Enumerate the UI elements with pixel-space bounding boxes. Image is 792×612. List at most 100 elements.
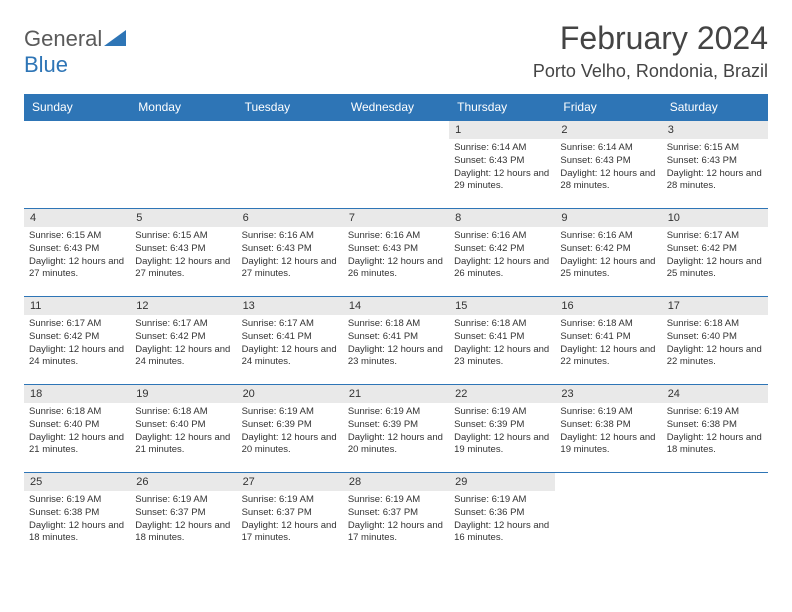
day-details: Sunrise: 6:18 AMSunset: 6:41 PMDaylight:…	[555, 315, 661, 375]
calendar-day-cell: 17Sunrise: 6:18 AMSunset: 6:40 PMDayligh…	[662, 297, 768, 385]
sunset-line: Sunset: 6:37 PM	[135, 507, 231, 520]
calendar-week-row: 25Sunrise: 6:19 AMSunset: 6:38 PMDayligh…	[24, 473, 768, 561]
calendar-day-cell: 5Sunrise: 6:15 AMSunset: 6:43 PMDaylight…	[130, 209, 236, 297]
day-number: 6	[237, 209, 343, 227]
day-details: Sunrise: 6:16 AMSunset: 6:43 PMDaylight:…	[343, 227, 449, 287]
calendar-day-cell: 28Sunrise: 6:19 AMSunset: 6:37 PMDayligh…	[343, 473, 449, 561]
day-number: 24	[662, 385, 768, 403]
daylight-line: Daylight: 12 hours and 27 minutes.	[29, 256, 125, 282]
daylight-line: Daylight: 12 hours and 17 minutes.	[242, 520, 338, 546]
sunrise-line: Sunrise: 6:19 AM	[29, 494, 125, 507]
sunrise-line: Sunrise: 6:18 AM	[667, 318, 763, 331]
daylight-line: Daylight: 12 hours and 22 minutes.	[560, 344, 656, 370]
day-details: Sunrise: 6:19 AMSunset: 6:37 PMDaylight:…	[343, 491, 449, 551]
calendar-day-cell: 7Sunrise: 6:16 AMSunset: 6:43 PMDaylight…	[343, 209, 449, 297]
calendar-day-cell: 16Sunrise: 6:18 AMSunset: 6:41 PMDayligh…	[555, 297, 661, 385]
sunset-line: Sunset: 6:39 PM	[348, 419, 444, 432]
daylight-line: Daylight: 12 hours and 25 minutes.	[560, 256, 656, 282]
day-details: Sunrise: 6:14 AMSunset: 6:43 PMDaylight:…	[555, 139, 661, 199]
day-number: 19	[130, 385, 236, 403]
calendar-day-cell: 24Sunrise: 6:19 AMSunset: 6:38 PMDayligh…	[662, 385, 768, 473]
calendar-day-cell: 14Sunrise: 6:18 AMSunset: 6:41 PMDayligh…	[343, 297, 449, 385]
sunrise-line: Sunrise: 6:15 AM	[667, 142, 763, 155]
day-details: Sunrise: 6:17 AMSunset: 6:42 PMDaylight:…	[662, 227, 768, 287]
day-number: 17	[662, 297, 768, 315]
location: Porto Velho, Rondonia, Brazil	[533, 61, 768, 82]
day-details: Sunrise: 6:19 AMSunset: 6:37 PMDaylight:…	[130, 491, 236, 551]
sunrise-line: Sunrise: 6:15 AM	[29, 230, 125, 243]
sunset-line: Sunset: 6:39 PM	[242, 419, 338, 432]
sunset-line: Sunset: 6:39 PM	[454, 419, 550, 432]
daylight-line: Daylight: 12 hours and 21 minutes.	[135, 432, 231, 458]
sunrise-line: Sunrise: 6:15 AM	[135, 230, 231, 243]
day-details: Sunrise: 6:19 AMSunset: 6:39 PMDaylight:…	[237, 403, 343, 463]
calendar-day-cell: 26Sunrise: 6:19 AMSunset: 6:37 PMDayligh…	[130, 473, 236, 561]
header: General Blue February 2024 Porto Velho, …	[24, 20, 768, 82]
daylight-line: Daylight: 12 hours and 18 minutes.	[29, 520, 125, 546]
calendar-day-cell: 6Sunrise: 6:16 AMSunset: 6:43 PMDaylight…	[237, 209, 343, 297]
day-number: 13	[237, 297, 343, 315]
sunset-line: Sunset: 6:43 PM	[667, 155, 763, 168]
sunset-line: Sunset: 6:37 PM	[242, 507, 338, 520]
daylight-line: Daylight: 12 hours and 26 minutes.	[348, 256, 444, 282]
day-details: Sunrise: 6:19 AMSunset: 6:38 PMDaylight:…	[555, 403, 661, 463]
day-number: 20	[237, 385, 343, 403]
daylight-line: Daylight: 12 hours and 21 minutes.	[29, 432, 125, 458]
calendar-empty-cell	[237, 121, 343, 209]
day-details: Sunrise: 6:19 AMSunset: 6:38 PMDaylight:…	[24, 491, 130, 551]
sunrise-line: Sunrise: 6:18 AM	[454, 318, 550, 331]
weekday-header: Saturday	[662, 94, 768, 121]
logo-text: General Blue	[24, 26, 126, 78]
sunrise-line: Sunrise: 6:17 AM	[135, 318, 231, 331]
sunrise-line: Sunrise: 6:16 AM	[560, 230, 656, 243]
day-details: Sunrise: 6:14 AMSunset: 6:43 PMDaylight:…	[449, 139, 555, 199]
weekday-header: Friday	[555, 94, 661, 121]
calendar-day-cell: 11Sunrise: 6:17 AMSunset: 6:42 PMDayligh…	[24, 297, 130, 385]
calendar-day-cell: 27Sunrise: 6:19 AMSunset: 6:37 PMDayligh…	[237, 473, 343, 561]
sunset-line: Sunset: 6:42 PM	[560, 243, 656, 256]
daylight-line: Daylight: 12 hours and 25 minutes.	[667, 256, 763, 282]
sunrise-line: Sunrise: 6:16 AM	[242, 230, 338, 243]
daylight-line: Daylight: 12 hours and 23 minutes.	[454, 344, 550, 370]
calendar-day-cell: 12Sunrise: 6:17 AMSunset: 6:42 PMDayligh…	[130, 297, 236, 385]
sunset-line: Sunset: 6:43 PM	[560, 155, 656, 168]
daylight-line: Daylight: 12 hours and 24 minutes.	[135, 344, 231, 370]
day-number: 7	[343, 209, 449, 227]
calendar-day-cell: 4Sunrise: 6:15 AMSunset: 6:43 PMDaylight…	[24, 209, 130, 297]
sunset-line: Sunset: 6:43 PM	[242, 243, 338, 256]
sunset-line: Sunset: 6:41 PM	[348, 331, 444, 344]
day-number: 2	[555, 121, 661, 139]
sunrise-line: Sunrise: 6:16 AM	[348, 230, 444, 243]
day-details: Sunrise: 6:18 AMSunset: 6:40 PMDaylight:…	[24, 403, 130, 463]
day-details: Sunrise: 6:17 AMSunset: 6:42 PMDaylight:…	[130, 315, 236, 375]
sunset-line: Sunset: 6:41 PM	[454, 331, 550, 344]
daylight-line: Daylight: 12 hours and 20 minutes.	[348, 432, 444, 458]
daylight-line: Daylight: 12 hours and 19 minutes.	[560, 432, 656, 458]
day-number: 25	[24, 473, 130, 491]
sunrise-line: Sunrise: 6:19 AM	[348, 494, 444, 507]
weekday-header-row: SundayMondayTuesdayWednesdayThursdayFrid…	[24, 94, 768, 121]
sunset-line: Sunset: 6:43 PM	[29, 243, 125, 256]
calendar-day-cell: 3Sunrise: 6:15 AMSunset: 6:43 PMDaylight…	[662, 121, 768, 209]
day-number: 15	[449, 297, 555, 315]
calendar-empty-cell	[130, 121, 236, 209]
title-block: February 2024 Porto Velho, Rondonia, Bra…	[533, 20, 768, 82]
calendar-empty-cell	[662, 473, 768, 561]
sunrise-line: Sunrise: 6:18 AM	[348, 318, 444, 331]
daylight-line: Daylight: 12 hours and 22 minutes.	[667, 344, 763, 370]
daylight-line: Daylight: 12 hours and 24 minutes.	[242, 344, 338, 370]
calendar-week-row: 18Sunrise: 6:18 AMSunset: 6:40 PMDayligh…	[24, 385, 768, 473]
day-details: Sunrise: 6:18 AMSunset: 6:41 PMDaylight:…	[449, 315, 555, 375]
sunset-line: Sunset: 6:40 PM	[29, 419, 125, 432]
day-number: 10	[662, 209, 768, 227]
day-details: Sunrise: 6:17 AMSunset: 6:41 PMDaylight:…	[237, 315, 343, 375]
sunset-line: Sunset: 6:43 PM	[348, 243, 444, 256]
day-details: Sunrise: 6:16 AMSunset: 6:43 PMDaylight:…	[237, 227, 343, 287]
day-number: 16	[555, 297, 661, 315]
calendar-empty-cell	[343, 121, 449, 209]
day-number: 14	[343, 297, 449, 315]
sunrise-line: Sunrise: 6:19 AM	[454, 406, 550, 419]
calendar-day-cell: 21Sunrise: 6:19 AMSunset: 6:39 PMDayligh…	[343, 385, 449, 473]
day-details: Sunrise: 6:19 AMSunset: 6:37 PMDaylight:…	[237, 491, 343, 551]
daylight-line: Daylight: 12 hours and 20 minutes.	[242, 432, 338, 458]
